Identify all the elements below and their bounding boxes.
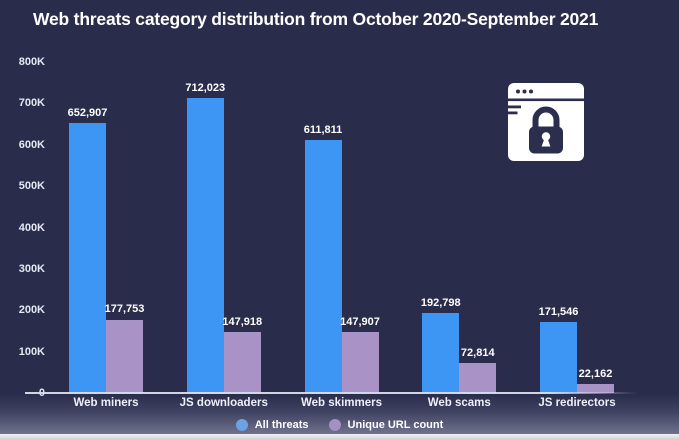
y-tick-600K: 600K	[18, 138, 45, 151]
value-label-unique-url-count-js-downloaders: 147,918	[222, 315, 263, 328]
bottom-edge-strip	[0, 434, 679, 440]
y-tick-300K: 300K	[18, 262, 45, 275]
bar-all-threats-web-miners	[69, 122, 106, 393]
x-label-web-skimmers: Web skimmers	[301, 397, 382, 409]
bar-unique-url-count-js-downloaders	[223, 331, 261, 393]
legend-item-unique-url-count: Unique URL count	[328, 419, 444, 431]
value-label-unique-url-count-js-redirectors: 22,162	[578, 367, 613, 380]
y-tick-400K: 400K	[18, 221, 45, 234]
legend-dot-all-threats	[235, 419, 248, 431]
bar-unique-url-count-web-scams	[459, 362, 497, 393]
value-label-all-threats-js-downloaders: 712,023	[185, 82, 226, 95]
legend-label-unique-url-count: Unique URL count	[347, 419, 444, 431]
value-label-unique-url-count-web-miners: 177,753	[104, 303, 145, 316]
chart-title: Web threats category distribution from O…	[33, 9, 599, 29]
bar-all-threats-js-redirectors	[540, 322, 577, 393]
bar-unique-url-count-web-skimmers	[341, 331, 379, 393]
y-tick-100K: 100K	[18, 345, 45, 358]
bar-unique-url-count-js-redirectors	[577, 383, 614, 393]
bar-unique-url-count-web-miners	[106, 319, 143, 393]
value-label-all-threats-js-redirectors: 171,546	[538, 306, 579, 319]
value-label-all-threats-web-skimmers: 611,811	[303, 123, 343, 136]
bar-all-threats-web-scams	[422, 313, 460, 393]
x-label-web-miners: Web miners	[73, 397, 139, 409]
bar-all-threats-web-skimmers	[304, 139, 342, 393]
x-label-js-redirectors: JS redirectors	[538, 397, 616, 409]
y-tick-500K: 500K	[18, 180, 45, 193]
y-tick-200K: 200K	[18, 304, 45, 317]
legend-dot-unique-url-count	[328, 419, 341, 431]
value-label-unique-url-count-web-scams: 72,814	[460, 346, 495, 359]
y-tick-800K: 800K	[18, 56, 45, 68]
legend-item-all-threats: All threats	[235, 419, 309, 431]
value-label-all-threats-web-miners: 652,907	[67, 106, 108, 119]
x-label-web-scams: Web scams	[427, 397, 491, 409]
x-label-js-downloaders: JS downloaders	[179, 397, 268, 409]
value-label-unique-url-count-web-skimmers: 147,907	[340, 315, 380, 328]
bar-all-threats-js-downloaders	[186, 98, 224, 393]
y-tick-700K: 700K	[18, 97, 45, 110]
secure-browser-padlock-icon	[508, 83, 584, 161]
x-axis-line	[25, 392, 637, 394]
legend-label-all-threats: All threats	[254, 419, 309, 431]
value-label-all-threats-web-scams: 192,798	[420, 297, 461, 310]
legend: All threats Unique URL count	[0, 417, 679, 433]
